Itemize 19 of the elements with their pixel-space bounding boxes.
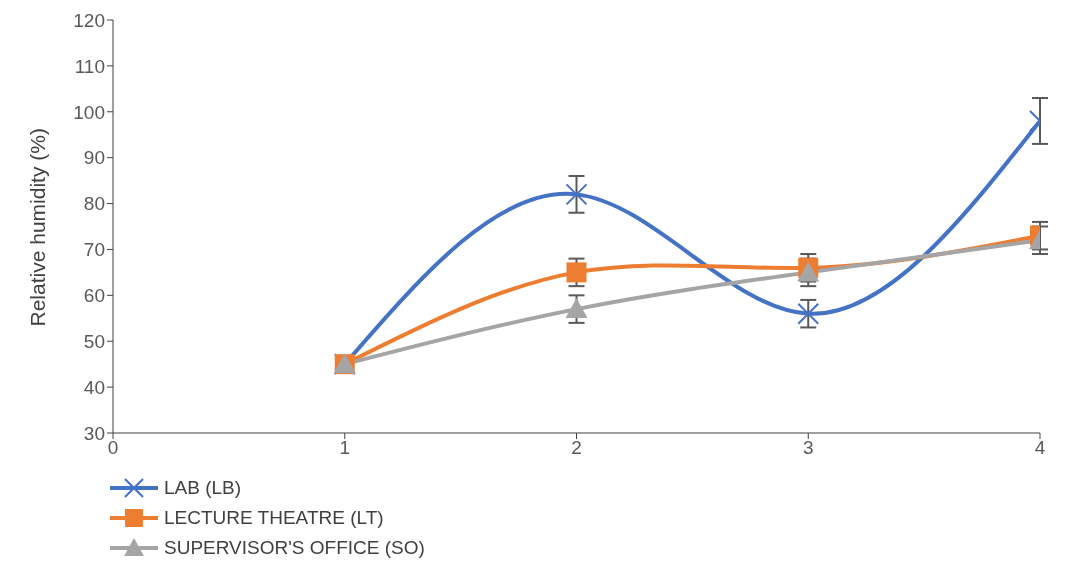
y-tick-label: 110 xyxy=(74,55,105,77)
y-tick-label: 60 xyxy=(83,285,105,307)
y-axis-title: Relative humidity (%) xyxy=(26,128,50,327)
y-tick-label: 100 xyxy=(73,101,105,123)
legend-label: SUPERVISOR'S OFFICE (SO) xyxy=(164,537,425,559)
x-tick-label: 3 xyxy=(802,437,814,459)
x-tick-label: 2 xyxy=(571,437,582,459)
y-tick-label: 120 xyxy=(73,9,105,31)
y-tick-label: 40 xyxy=(83,376,105,398)
y-tick-label: 50 xyxy=(83,330,105,352)
x-tick-label: 1 xyxy=(339,437,351,459)
legend-label: LAB (LB) xyxy=(164,477,242,499)
y-tick-label: 70 xyxy=(83,239,105,261)
x-tick-label: 4 xyxy=(1034,437,1046,459)
x-tick-label: 0 xyxy=(107,437,119,459)
legend-label: LECTURE THEATRE (LT) xyxy=(164,507,384,529)
y-tick-label: 80 xyxy=(83,193,105,215)
y-tick-label: 90 xyxy=(83,147,105,169)
y-tick-label: 30 xyxy=(83,422,105,444)
